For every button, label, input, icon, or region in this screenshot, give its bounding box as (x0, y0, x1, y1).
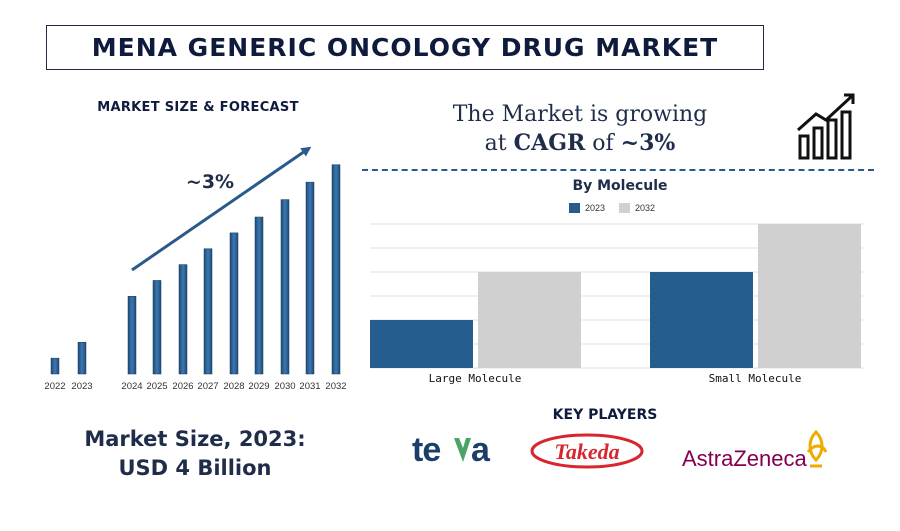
legend-item-2023: 2023 (569, 203, 605, 213)
legend-label-2032: 2032 (635, 203, 656, 213)
forecast-heading: MARKET SIZE & FORECAST (97, 100, 299, 115)
molecule-heading: By Molecule (572, 178, 668, 194)
cagr-statement: The Market is growing at CAGR of ~3% (420, 101, 740, 158)
legend-swatch-2032 (619, 203, 631, 213)
molecule-bar-small-molecule-2023 (650, 272, 753, 368)
forecast-year-label: 2025 (146, 381, 167, 392)
teva-logo-text: te (412, 431, 440, 469)
page-title: MENA GENERIC ONCOLOGY DRUG MARKET (91, 33, 719, 62)
market-size-line2: USD 4 Billion (118, 456, 272, 480)
market-size: Market Size, 2023: USD 4 Billion (40, 425, 350, 483)
forecast-year-label: 2030 (274, 381, 295, 392)
forecast-year-label: 2028 (223, 381, 244, 392)
astrazeneca-logo: AstraZeneca (682, 429, 828, 471)
forecast-year-label: 2023 (71, 381, 92, 392)
cagr-prefix: at (484, 131, 514, 156)
forecast-chart: 2022 2023 2024 2025 2026 2027 2028 2029 2030 2031… (44, 146, 347, 392)
forecast-year-label: 2024 (121, 381, 142, 392)
forecast-bar-2029 (254, 216, 264, 375)
cagr-value: ~3% (620, 130, 676, 156)
legend-label-2023: 2023 (585, 203, 606, 213)
forecast-bar-2023 (77, 342, 87, 375)
cagr-line2: at CAGR of ~3% (420, 129, 740, 158)
growth-chart-icon (797, 93, 855, 160)
astrazeneca-symbol (806, 429, 828, 468)
molecule-category-label: Large Molecule (429, 372, 522, 385)
forecast-year-label: 2022 (44, 381, 65, 392)
astrazeneca-logo-text: AstraZeneca (682, 446, 807, 471)
forecast-year-label: 2026 (172, 381, 193, 392)
growth-label: ~3% (186, 171, 234, 193)
title-box: MENA GENERIC ONCOLOGY DRUG MARKET (46, 25, 764, 70)
forecast-year-label: 2032 (325, 381, 346, 392)
forecast-bar-2022 (50, 357, 60, 375)
forecast-bar-2030 (280, 199, 290, 375)
market-size-line1: Market Size, 2023: (84, 427, 306, 451)
forecast-bar-2031 (305, 181, 315, 375)
forecast-bar-2028 (229, 232, 239, 375)
takeda-logo-text: Takeda (554, 439, 619, 464)
molecule-chart: Large Molecule Small Molecule (370, 223, 864, 385)
section-divider (362, 169, 874, 171)
forecast-bar-2026 (178, 264, 188, 375)
forecast-bar-2024 (127, 296, 137, 375)
teva-logo: te a (412, 431, 491, 469)
forecast-bar-2027 (203, 248, 213, 375)
molecule-bar-large-molecule-2032 (478, 272, 581, 368)
molecule-legend: 2023 2032 (569, 203, 655, 213)
forecast-year-label: 2029 (248, 381, 269, 392)
molecule-category-label: Small Molecule (709, 372, 802, 385)
forecast-year-label: 2027 (197, 381, 218, 392)
legend-swatch-2023 (569, 203, 580, 213)
forecast-bar-2032 (331, 164, 341, 375)
cagr-of: of (585, 131, 621, 156)
forecast-bar-2025 (152, 280, 162, 375)
takeda-logo: Takeda (530, 433, 644, 469)
molecule-bar-large-molecule-2023 (370, 320, 473, 368)
molecule-bar-small-molecule-2032 (758, 224, 861, 368)
teva-v-mark (454, 438, 471, 462)
growth-arrow (131, 146, 312, 272)
key-players-heading: KEY PLAYERS (552, 407, 658, 423)
legend-item-2032: 2032 (619, 203, 655, 213)
cagr-word: CAGR (513, 130, 586, 156)
cagr-line1: The Market is growing (452, 102, 708, 127)
forecast-year-label: 2031 (299, 381, 320, 392)
teva-logo-a: a (471, 431, 491, 469)
